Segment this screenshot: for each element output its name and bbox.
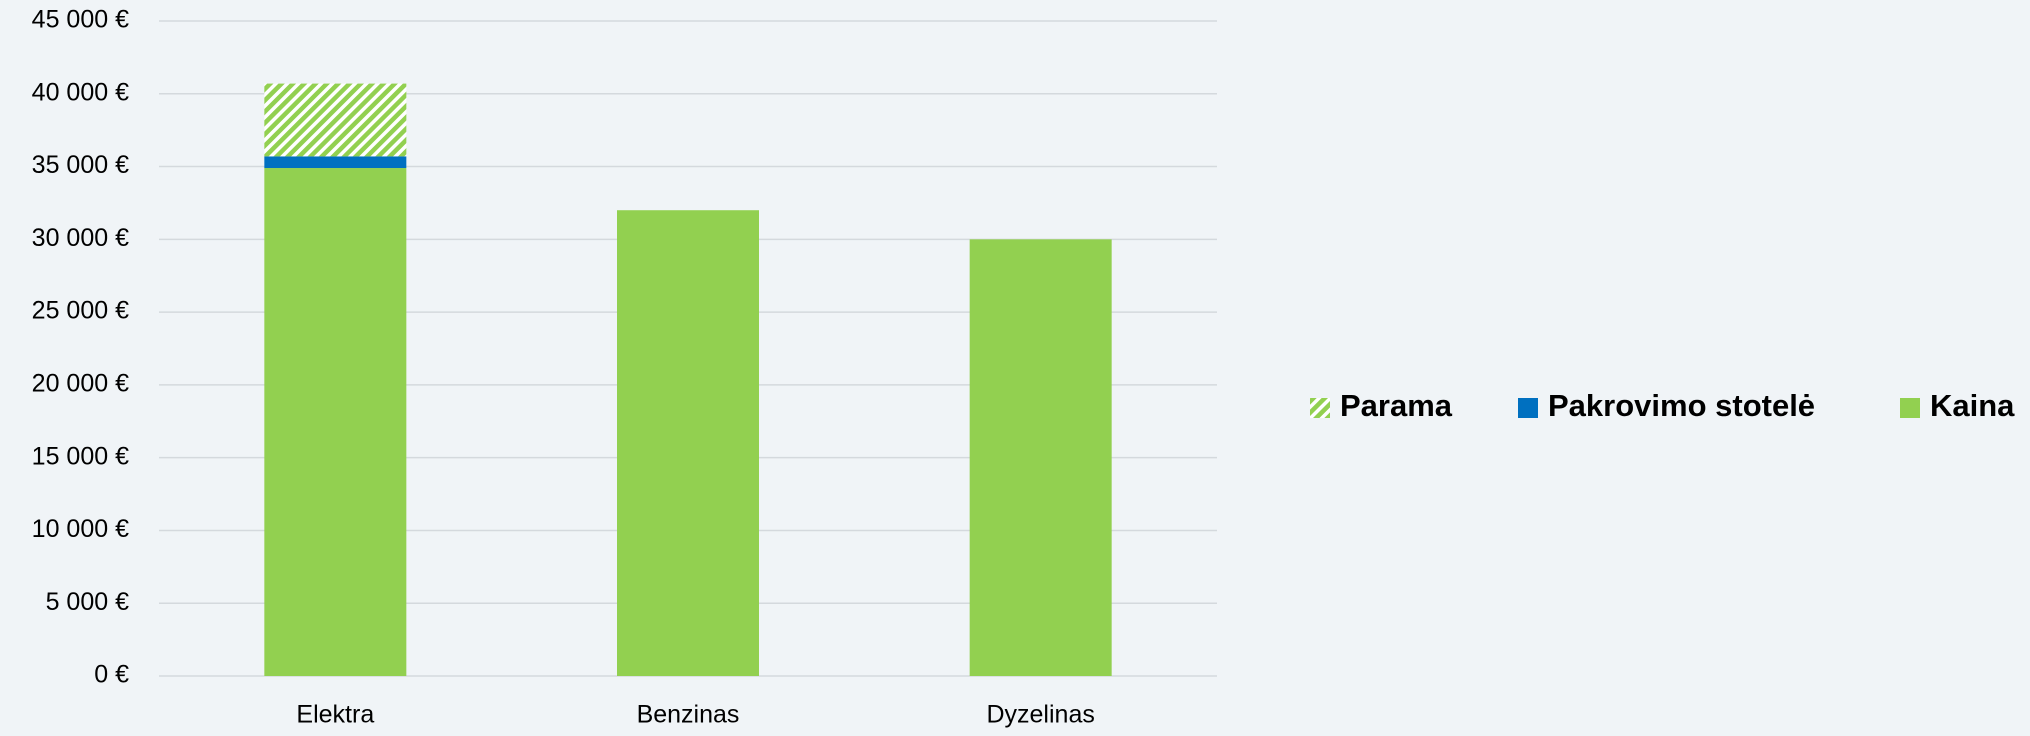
y-tick-label: 35 000 €: [32, 151, 129, 179]
bar-segment: [264, 168, 407, 676]
y-tick-label: 20 000 €: [32, 369, 129, 397]
legend-label: Kaina: [1930, 388, 2015, 423]
bar-segment: [264, 83, 407, 157]
y-tick-label: 5 000 €: [46, 588, 130, 616]
bar-segment: [264, 156, 407, 169]
y-tick-label: 40 000 €: [32, 78, 129, 106]
legend-swatch: [1310, 398, 1330, 418]
legend-label: Parama: [1340, 388, 1453, 423]
legend-label: Pakrovimo stotelė: [1548, 388, 1815, 423]
legend-swatch: [1518, 398, 1538, 418]
bar-segment: [969, 239, 1112, 677]
y-tick-label: 30 000 €: [32, 224, 129, 252]
bar-segment: [617, 210, 759, 676]
x-tick-label: Benzinas: [637, 701, 740, 729]
y-tick-label: 15 000 €: [32, 442, 129, 470]
y-tick-label: 10 000 €: [32, 515, 129, 543]
x-tick-label: Elektra: [296, 701, 374, 729]
y-tick-label: 0 €: [94, 661, 129, 689]
y-tick-label: 25 000 €: [32, 297, 129, 325]
y-tick-label: 45 000 €: [32, 6, 129, 34]
x-tick-label: Dyzelinas: [986, 701, 1094, 729]
legend-swatch: [1900, 398, 1920, 418]
